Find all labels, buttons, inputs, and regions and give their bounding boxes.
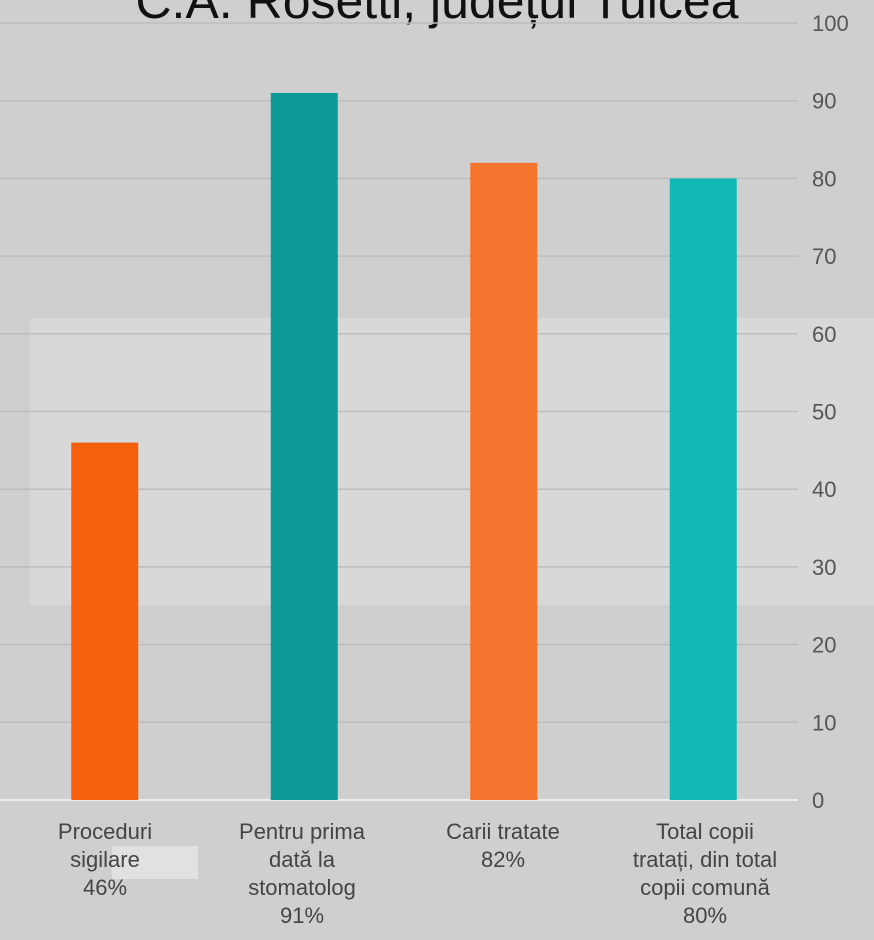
x-tick-label-line: sigilare — [70, 847, 140, 872]
chart-title: C.A. Rosetti, județul Tulcea — [135, 0, 739, 29]
bar — [470, 162, 538, 801]
y-tick-label: 20 — [812, 633, 836, 658]
y-tick-label: 70 — [812, 244, 836, 269]
bar — [669, 178, 737, 800]
y-tick-label: 0 — [812, 788, 824, 813]
y-tick-label: 30 — [812, 555, 836, 580]
x-tick-label: Carii tratate 82% — [403, 818, 603, 874]
label-cover-box — [112, 846, 198, 879]
bar — [71, 442, 139, 800]
x-tick-label-line: Pentru prima — [239, 819, 365, 844]
y-tick-label: 60 — [812, 322, 836, 347]
bar — [270, 92, 338, 801]
y-tick-label: 80 — [812, 166, 836, 191]
x-tick-label-line: Total copii — [656, 819, 754, 844]
x-tick-label-line: copii comună — [640, 875, 770, 900]
y-tick-label: 90 — [812, 89, 836, 114]
y-tick-label: 50 — [812, 400, 836, 425]
x-tick-label-line: Carii tratate — [446, 819, 560, 844]
x-tick-label-line: tratați, din total — [632, 847, 778, 872]
x-tick-label-line: stomatolog — [248, 875, 356, 900]
y-tick-label: 100 — [812, 11, 849, 36]
x-tick-label: Pentru prima dată la stomatolog 91% — [202, 818, 402, 930]
x-tick-label-line: 91% — [279, 903, 325, 928]
x-tick-label-line: dată la — [268, 847, 336, 872]
x-tick-label-line: 80% — [682, 903, 728, 928]
x-tick-label: Total copii tratați, din total copii comun… — [605, 818, 805, 930]
x-tick-label-line: 46% — [82, 875, 128, 900]
y-tick-label: 40 — [812, 477, 836, 502]
x-tick-label-line: Proceduri — [57, 819, 153, 844]
x-tick-label: Proceduri sigilare 46% — [5, 818, 205, 902]
y-tick-label: 10 — [812, 710, 836, 735]
x-tick-label-line: 82% — [480, 847, 526, 872]
